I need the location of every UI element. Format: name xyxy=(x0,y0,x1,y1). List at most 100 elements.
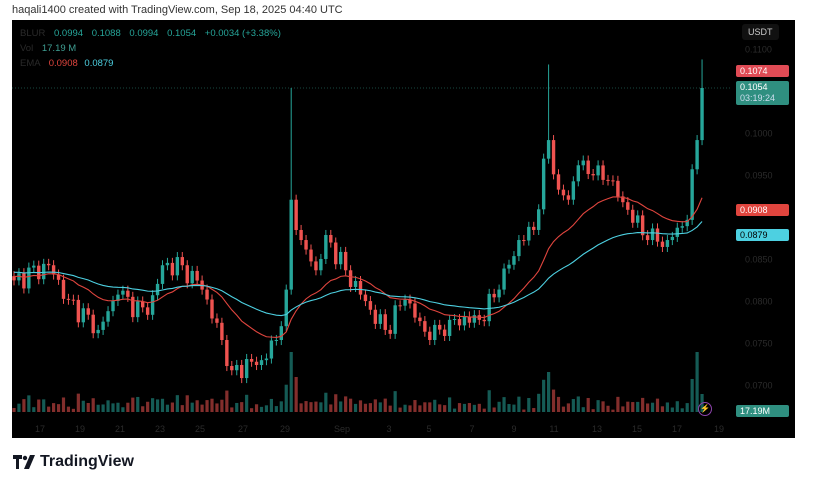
candle-body xyxy=(131,296,135,318)
volume-bar xyxy=(319,402,323,412)
candle-body xyxy=(546,140,551,159)
time-axis-label: 19 xyxy=(714,424,724,434)
candle-body xyxy=(180,257,184,266)
volume-bar xyxy=(245,394,249,412)
volume-bar xyxy=(17,403,21,412)
candle-body xyxy=(487,293,491,322)
candle-body xyxy=(195,270,199,281)
volume-bar xyxy=(551,389,556,412)
candle-body xyxy=(205,289,209,300)
candle-body xyxy=(616,180,620,197)
candle-body xyxy=(343,251,348,271)
candle-body xyxy=(348,270,353,287)
volume-bar xyxy=(32,407,36,412)
volume-bar xyxy=(121,407,125,412)
volume-bar xyxy=(314,401,318,412)
volume-bar xyxy=(547,372,551,412)
time-axis-label: 17 xyxy=(672,424,682,434)
volume-bar xyxy=(646,403,650,412)
ema-cyan-tag: 0.0879 xyxy=(736,229,789,241)
candle-body xyxy=(611,180,615,182)
candle-body xyxy=(383,314,387,330)
candle-body xyxy=(586,160,590,175)
candle-body xyxy=(541,158,546,210)
volume-bar xyxy=(279,401,283,412)
candle-body xyxy=(457,319,462,326)
candle-body xyxy=(621,196,625,203)
price-chart[interactable]: 0.1100 0.1000 0.0950 0.0850 0.0800 0.0750 0.07… xyxy=(12,20,795,438)
volume-bar xyxy=(423,402,427,412)
volume-bar xyxy=(502,397,506,412)
candle-body xyxy=(413,303,417,318)
volume-bar xyxy=(413,400,417,412)
candle-body xyxy=(551,140,556,175)
volume-bar xyxy=(462,403,467,412)
volume-bar xyxy=(586,397,590,412)
volume-bar xyxy=(467,403,471,412)
candle-body xyxy=(665,240,670,247)
volume-bar xyxy=(675,401,679,412)
legend-ema-cyan: 0.0879 xyxy=(84,58,114,69)
candle-body xyxy=(121,290,125,295)
candle-body xyxy=(373,309,378,324)
candle-body xyxy=(136,301,140,318)
candle-body xyxy=(462,316,467,326)
price-axis-label: 0.0950 xyxy=(745,170,773,180)
volume-bar xyxy=(388,405,392,412)
candle-body xyxy=(309,249,313,262)
candle-body xyxy=(81,308,85,323)
volume-bar xyxy=(141,406,145,412)
legend-volume: 17.19 M xyxy=(41,43,77,54)
candle-body xyxy=(160,265,165,284)
volume-bar xyxy=(230,407,234,412)
lightning-icon[interactable]: ⚡ xyxy=(698,402,712,416)
volume-bar xyxy=(660,406,665,412)
volume-bar xyxy=(210,398,214,412)
candle-body xyxy=(650,228,655,241)
candle-body xyxy=(690,169,694,220)
time-axis-label: 17 xyxy=(35,424,45,434)
volume-bar xyxy=(220,399,224,412)
volume-bar xyxy=(542,379,546,412)
volume-bar xyxy=(240,402,244,412)
candle-body xyxy=(467,316,472,323)
legend-change: +0.0034 (+3.38%) xyxy=(204,28,281,39)
volume-bar xyxy=(363,403,368,412)
candle-body xyxy=(606,179,610,181)
candle-body xyxy=(249,358,254,362)
last-price: 0.1054 xyxy=(740,82,768,92)
brand-name: TradingView xyxy=(40,453,134,470)
candle-body xyxy=(596,165,600,176)
volume-bar xyxy=(571,399,575,412)
candle-body xyxy=(363,294,368,302)
currency-unit-button[interactable]: USDT xyxy=(742,24,779,40)
time-axis-label: 21 xyxy=(115,424,125,434)
candle-body xyxy=(527,226,531,241)
candle-body xyxy=(145,307,150,315)
time-axis-label: 27 xyxy=(238,424,248,434)
volume-bar xyxy=(690,378,694,412)
candle-body xyxy=(408,299,412,304)
candle-body xyxy=(150,295,155,315)
candle-body xyxy=(438,324,442,330)
volume-bar xyxy=(670,407,674,412)
volume-bar xyxy=(22,399,26,412)
volume-bar xyxy=(190,402,194,412)
candle-body xyxy=(517,240,521,257)
candle-body xyxy=(418,317,422,322)
candle-body xyxy=(329,235,333,243)
volume-bar xyxy=(52,403,56,412)
time-axis-label: 7 xyxy=(469,424,474,434)
volume-bar xyxy=(695,352,699,412)
chart-panel[interactable]: 0.1100 0.1000 0.0950 0.0850 0.0800 0.0750 0.07… xyxy=(12,20,795,438)
candle-body xyxy=(141,301,145,308)
volume-bar xyxy=(215,403,219,412)
candle-body xyxy=(645,235,650,241)
volume-bar xyxy=(353,403,358,412)
candle-body xyxy=(566,195,571,200)
volume-bar xyxy=(160,398,165,412)
volume-bar xyxy=(61,397,66,412)
volume-bar xyxy=(259,406,264,412)
candle-body xyxy=(571,181,576,200)
volume-bar xyxy=(195,400,199,412)
